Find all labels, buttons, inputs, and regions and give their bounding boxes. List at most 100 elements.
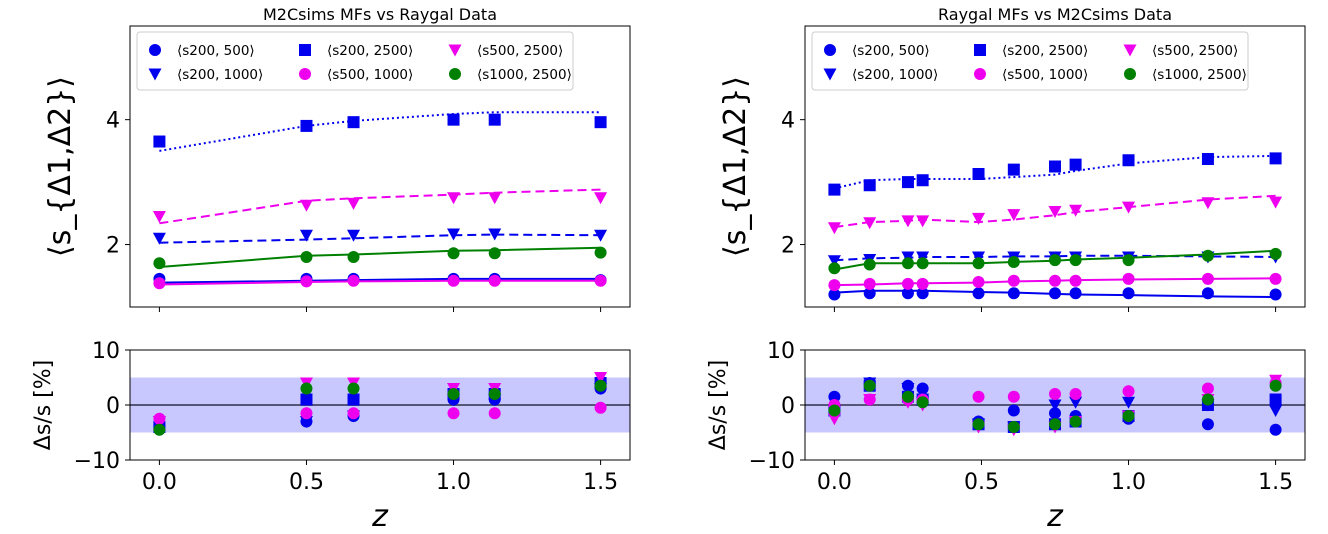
data-point xyxy=(153,277,166,290)
model-line xyxy=(834,254,1276,262)
model-line xyxy=(159,188,601,225)
data-point xyxy=(1007,256,1020,269)
x-tick-label: 1.0 xyxy=(436,470,471,495)
residual-point xyxy=(347,393,360,406)
data-point xyxy=(863,258,876,271)
data-point xyxy=(347,229,361,242)
y-tick-label: 2 xyxy=(106,234,120,259)
residual-point xyxy=(1269,423,1282,436)
data-point xyxy=(1269,288,1282,301)
data-point xyxy=(1069,274,1082,287)
data-point xyxy=(828,183,841,196)
residual-point xyxy=(299,416,313,428)
y-tick-label: −10 xyxy=(749,449,795,474)
data-point xyxy=(1069,254,1082,267)
residual-point xyxy=(347,407,360,420)
residual-point xyxy=(828,390,841,403)
x-tick-label: 0.0 xyxy=(817,470,852,495)
data-point xyxy=(488,247,501,260)
residual-point xyxy=(488,407,501,420)
residual-point xyxy=(347,382,360,395)
residual-point xyxy=(1269,405,1283,417)
data-point xyxy=(300,119,313,132)
data-point xyxy=(300,275,313,288)
residual-point xyxy=(1201,393,1214,406)
data-point xyxy=(300,251,313,264)
residual-point xyxy=(152,416,166,428)
data-point xyxy=(901,257,914,270)
main-plot: 2 4 ⟨s_{Δ1,Δ2}⟩ ⟨s200, 500⟩ ⟨s200, 2500⟩ ⟨s50… xyxy=(718,25,1306,312)
data-point xyxy=(972,257,985,270)
data-point xyxy=(447,192,461,205)
residual-point xyxy=(153,423,166,436)
legend-marker xyxy=(448,44,462,57)
residual-point xyxy=(1049,407,1061,420)
data-point xyxy=(153,257,166,270)
data-point xyxy=(1269,247,1282,260)
data-point xyxy=(972,167,985,180)
residual-point xyxy=(1007,404,1020,417)
data-point xyxy=(1201,287,1214,300)
data-point xyxy=(828,288,841,301)
data-point xyxy=(901,277,914,290)
y-tick-label: 4 xyxy=(106,109,120,134)
panel-title: M2Csims MFs vs Raygal Data xyxy=(263,5,497,24)
x-tick-label: 0.0 xyxy=(142,470,177,495)
data-point xyxy=(972,212,986,225)
data-point xyxy=(299,229,313,242)
legend-label: ⟨s500, 1000⟩ xyxy=(1002,67,1088,83)
model-line xyxy=(159,279,601,286)
legend-label: ⟨s200, 2500⟩ xyxy=(327,43,413,59)
residual-point xyxy=(828,404,841,417)
data-point xyxy=(447,113,460,126)
data-point xyxy=(1122,154,1135,167)
residual-point xyxy=(300,382,313,395)
residual-point xyxy=(300,407,313,420)
x-tick-label: 1.0 xyxy=(1111,470,1146,495)
data-point xyxy=(972,287,985,300)
x-tick-label: 0.5 xyxy=(964,470,999,495)
y-tick-label: 10 xyxy=(767,339,795,364)
data-point xyxy=(1122,287,1135,300)
residual-point xyxy=(1007,390,1020,403)
panel-2: Raygal MFs vs M2Csims Data 2 4 ⟨s_{Δ1,Δ2}⟩ ⟨… xyxy=(706,5,1306,534)
legend-marker xyxy=(299,68,311,80)
legend-label: ⟨s200, 500⟩ xyxy=(852,43,930,59)
y-axis-label: ⟨s_{Δ1,Δ2}⟩ xyxy=(718,76,753,257)
residual-point xyxy=(901,383,915,395)
main-plot: 2 4 ⟨s_{Δ1,Δ2}⟩ ⟨s200, 500⟩ ⟨s200, 2500⟩ ⟨s50… xyxy=(43,25,631,312)
residual-point xyxy=(916,382,929,395)
model-line xyxy=(159,277,601,284)
model-line xyxy=(159,111,601,152)
data-point xyxy=(1122,272,1135,285)
residual-point xyxy=(1201,418,1214,431)
data-point xyxy=(827,222,841,235)
data-point xyxy=(347,116,360,129)
data-point xyxy=(488,274,501,287)
legend-marker xyxy=(299,44,311,56)
data-point xyxy=(1122,201,1136,214)
data-point xyxy=(1007,274,1020,287)
residual-point xyxy=(1122,396,1136,409)
residual-point xyxy=(1049,418,1061,431)
residual-point xyxy=(1069,388,1082,400)
residual-plot: 10 0 −10 0.0 0.5 1.0 1.5 Δs/s [%] z xyxy=(31,339,631,534)
data-point xyxy=(347,274,360,287)
residual-point xyxy=(1269,379,1282,392)
data-point xyxy=(1049,160,1061,173)
data-point xyxy=(828,262,841,275)
data-point xyxy=(594,116,607,129)
data-point xyxy=(1269,152,1282,165)
data-point xyxy=(594,229,608,242)
residual-point xyxy=(300,393,313,406)
panel-1: M2Csims MFs vs Raygal Data 2 4 ⟨s_{Δ1,Δ2}⟩ ⟨… xyxy=(31,5,631,534)
residual-point xyxy=(594,401,607,414)
legend-label: ⟨s200, 2500⟩ xyxy=(1002,43,1088,59)
data-point xyxy=(594,246,607,259)
data-point xyxy=(1201,272,1214,285)
y-tick-label: 0 xyxy=(781,394,795,419)
residual-point xyxy=(972,390,985,403)
y-tick-label: 4 xyxy=(781,109,795,134)
data-point xyxy=(447,228,461,241)
